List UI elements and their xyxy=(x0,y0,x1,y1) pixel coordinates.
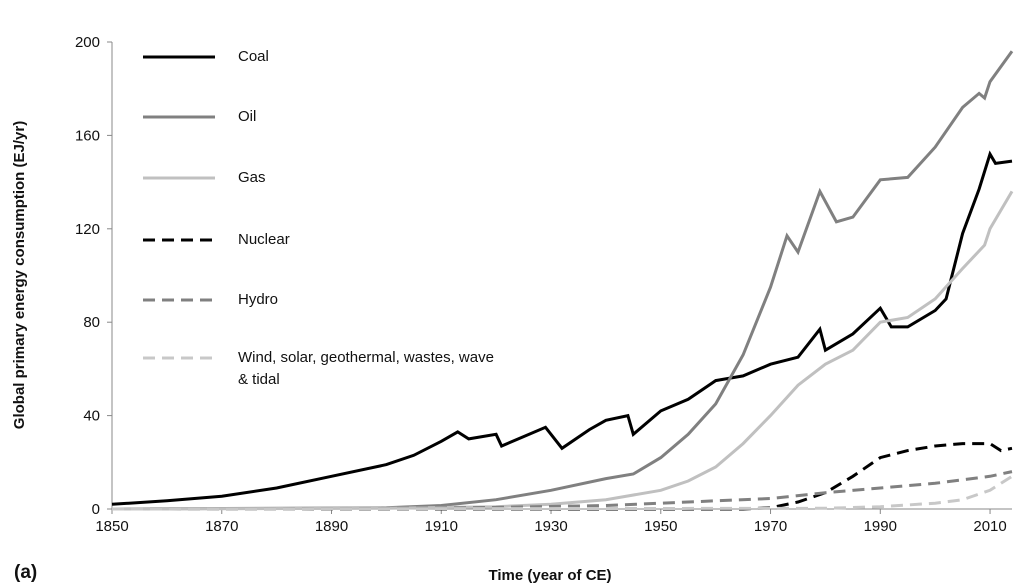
x-tick-label: 1910 xyxy=(425,518,458,535)
x-tick-label: 1930 xyxy=(534,518,567,535)
y-tick-label: 160 xyxy=(75,127,100,144)
y-tick-label: 40 xyxy=(83,408,100,425)
legend-label: Hydro xyxy=(238,291,279,308)
legend-label: Gas xyxy=(238,169,266,186)
series-line xyxy=(111,475,1013,511)
legend-label: Oil xyxy=(238,108,257,125)
x-axis-label: Time (year of CE) xyxy=(488,567,611,584)
legend-label: Nuclear xyxy=(238,231,290,248)
y-axis-label: Global primary energy consumption (EJ/yr… xyxy=(11,121,28,429)
x-tick-label: 1970 xyxy=(754,518,787,535)
x-tick-label: 1870 xyxy=(205,518,238,535)
x-tick-label: 1890 xyxy=(315,518,348,535)
series-line xyxy=(111,190,1014,511)
y-tick-label: 120 xyxy=(75,221,100,238)
legend-label: Coal xyxy=(238,48,269,65)
y-tick-label: 200 xyxy=(75,34,100,51)
panel-label: (a) xyxy=(14,562,37,583)
series-line xyxy=(111,150,1013,506)
x-tick-label: 1950 xyxy=(644,518,677,535)
x-tick-label: 1990 xyxy=(864,518,897,535)
x-tick-label: 2010 xyxy=(973,518,1006,535)
series-line xyxy=(112,442,1013,511)
legend-label: Wind, solar, geothermal, wastes, wave & … xyxy=(238,349,494,388)
series-line xyxy=(111,50,1014,511)
y-tick-label: 80 xyxy=(83,314,100,331)
y-tick-label: 0 xyxy=(92,501,100,518)
x-tick-label: 1850 xyxy=(95,518,128,535)
